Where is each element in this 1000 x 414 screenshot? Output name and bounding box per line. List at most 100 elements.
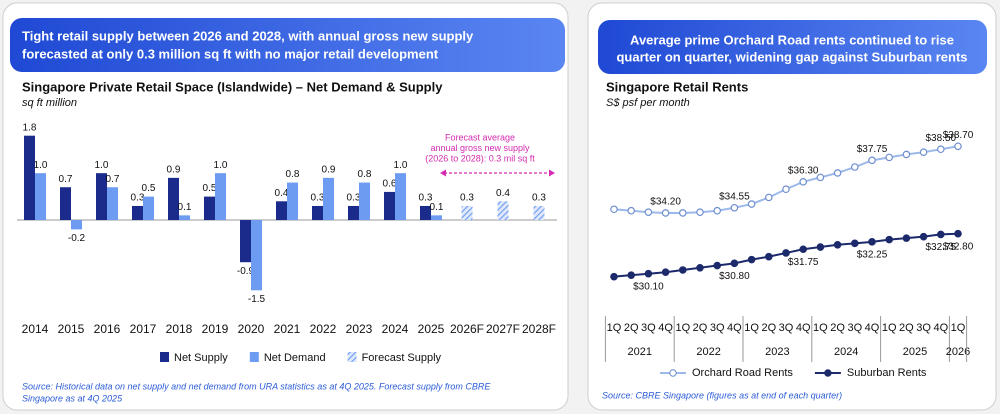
x-tick-label: 3Q	[710, 322, 725, 334]
x-tick-label: 1Q	[813, 322, 828, 334]
bar	[24, 135, 35, 221]
x-tick-label: 2Q	[693, 322, 708, 334]
header-text: quarter on quarter, widening gap against…	[616, 49, 967, 64]
x-tick-label: 4Q	[796, 322, 811, 334]
marker	[696, 208, 704, 217]
x-tick-label: 2014	[22, 322, 49, 336]
marker	[799, 178, 808, 186]
x-tick-label: 1Q	[607, 322, 622, 334]
x-tick-label: 2015	[58, 322, 85, 336]
marker	[885, 153, 894, 162]
marker	[919, 232, 928, 241]
data-label: 1.0	[394, 160, 408, 171]
x-group-label: 2021	[628, 346, 652, 358]
bar	[431, 215, 442, 221]
x-group-label: 2024	[834, 346, 858, 358]
marker	[936, 230, 945, 239]
marker	[954, 142, 962, 151]
annotation: Forecast average	[445, 132, 515, 142]
marker	[902, 150, 911, 159]
marker	[936, 145, 945, 154]
marker	[816, 243, 825, 251]
marker	[868, 156, 876, 165]
arrow-head	[549, 169, 555, 177]
marker	[661, 268, 670, 277]
legend-marker	[824, 369, 832, 377]
x-tick-label: 2Q	[830, 322, 845, 334]
marker	[747, 200, 756, 208]
marker	[627, 206, 636, 215]
chart-subtitle: sq ft million	[22, 97, 77, 109]
marker	[764, 193, 773, 202]
bar	[60, 187, 71, 221]
data-label: $34.55	[719, 191, 750, 202]
header-banner	[598, 20, 987, 74]
bar	[35, 173, 46, 221]
data-label: 0.4	[275, 188, 289, 199]
data-label: 0.8	[358, 169, 372, 180]
data-label: $32.80	[943, 241, 974, 252]
legend-label: Forecast Supply	[362, 352, 442, 364]
marker	[678, 209, 687, 217]
legend-swatch	[160, 352, 169, 362]
header-text: Average prime Orchard Road rents continu…	[630, 32, 954, 47]
marker	[782, 185, 790, 194]
marker	[644, 269, 653, 278]
marker	[747, 255, 756, 264]
data-label: 0.9	[167, 164, 181, 175]
chart-title: Singapore Retail Rents	[606, 79, 748, 94]
marker	[730, 259, 739, 268]
bar	[276, 201, 287, 221]
marker	[610, 272, 618, 281]
bar	[312, 205, 323, 221]
data-label: 0.1	[430, 202, 444, 213]
x-tick-label: 3Q	[779, 322, 794, 334]
bar	[461, 205, 473, 221]
annotation: (2026 to 2028): 0.3 mil sq ft	[425, 153, 535, 163]
data-label: 0.9	[322, 164, 336, 175]
data-label: $37.75	[857, 144, 888, 155]
x-tick-label: 2016	[94, 322, 121, 336]
marker	[954, 229, 962, 238]
data-label: 1.0	[214, 160, 228, 171]
x-group-label: 2023	[765, 346, 789, 358]
x-tick-label: 2Q	[899, 322, 914, 334]
header-text: Tight retail supply between 2026 and 202…	[22, 28, 474, 43]
marker	[627, 271, 636, 279]
data-label: $31.75	[788, 257, 819, 268]
bar	[251, 220, 262, 291]
legend-label: Suburban Rents	[847, 367, 927, 379]
x-tick-label: 2026F	[450, 322, 484, 336]
x-group-label: 2025	[903, 346, 927, 358]
x-tick-label: 2018	[166, 322, 193, 336]
x-tick-label: 1Q	[675, 322, 690, 334]
x-tick-label: 3Q	[847, 322, 862, 334]
bar	[215, 173, 226, 221]
x-tick-label: 2025	[418, 322, 445, 336]
x-tick-label: 2Q	[761, 322, 776, 334]
card	[587, 2, 997, 411]
x-tick-label: 4Q	[933, 322, 948, 334]
data-label: 0.3	[460, 193, 474, 204]
x-tick-label: 2024	[382, 322, 409, 336]
bar	[497, 201, 509, 221]
marker	[764, 252, 773, 261]
data-label: 0.5	[142, 183, 156, 194]
source: Source: CBRE Singapore (figures as at en…	[602, 390, 842, 400]
marker	[678, 266, 687, 274]
data-label: -1.5	[248, 294, 266, 305]
bar	[132, 205, 143, 221]
x-tick-label: 3Q	[916, 322, 931, 334]
data-label: 1.0	[34, 160, 48, 171]
x-tick-label: 4Q	[865, 322, 880, 334]
legend-marker	[669, 369, 677, 377]
legend-swatch	[347, 352, 357, 362]
data-label: $36.30	[788, 165, 819, 176]
marker	[868, 238, 876, 246]
x-group-label: 2026	[946, 346, 970, 358]
legend-swatch	[249, 352, 259, 362]
x-tick-label: 1Q	[951, 322, 966, 334]
source: Source: Historical data on net supply an…	[22, 381, 491, 391]
data-label: 0.3	[419, 193, 433, 204]
